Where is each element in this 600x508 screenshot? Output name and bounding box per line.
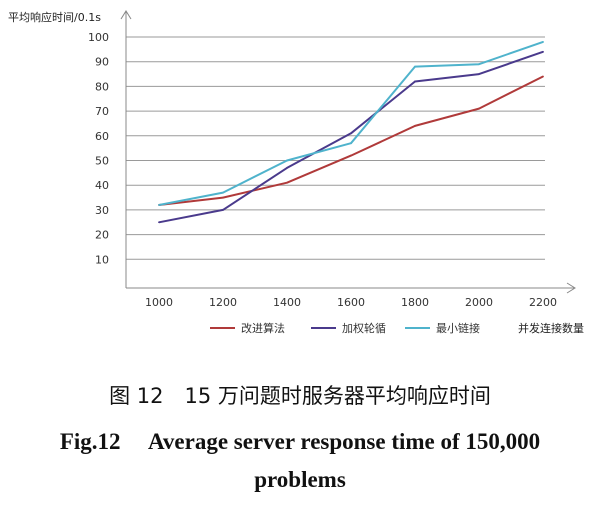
series-1-point	[158, 221, 160, 224]
caption-line-1: Fig.12 Average server response time of 1…	[59, 429, 541, 454]
caption-line-2: problems	[254, 467, 346, 492]
series-0-point	[478, 107, 480, 110]
series-1-line	[158, 50, 544, 224]
series-2-line	[158, 40, 544, 206]
series-1-point	[222, 209, 224, 211]
x-tick-label: 2000	[465, 296, 493, 309]
y-axis-arrow	[120, 10, 132, 20]
y-tick-label: 100	[88, 31, 109, 44]
legend-label: 加权轮循	[342, 321, 386, 335]
x-tick-label: 1200	[209, 296, 237, 309]
series-1-point	[350, 132, 352, 135]
y-tick-labels: 10 20 30 40 50 60 70 80 90 100	[88, 31, 109, 266]
x-tick-label: 2200	[529, 296, 557, 309]
x-tick-label: 1800	[401, 296, 429, 309]
series-2-point	[222, 191, 224, 194]
series-0-point	[542, 75, 544, 78]
series-0-point	[286, 181, 288, 184]
series-0-line	[158, 75, 544, 206]
series-2-point	[286, 159, 288, 162]
y-tick-label: 90	[95, 56, 109, 69]
series-0-point	[222, 196, 224, 199]
x-axis-arrow	[566, 282, 576, 294]
y-tick-label: 80	[95, 80, 109, 93]
series-2-point	[478, 63, 480, 66]
x-axis-title: 并发连接数量	[518, 321, 584, 335]
series-2-point	[350, 142, 352, 145]
series-2-point	[414, 65, 416, 68]
x-tick-label: 1000	[145, 296, 173, 309]
y-tick-label: 50	[95, 155, 109, 168]
legend: 改进算法 加权轮循 最小链接	[210, 321, 480, 335]
legend-label: 最小链接	[436, 321, 480, 335]
legend-label: 改进算法	[241, 321, 285, 335]
figure-caption-chinese: 图 12 15 万问题时服务器平均响应时间	[109, 384, 491, 408]
series-1-point	[478, 73, 480, 75]
y-axis-title: 平均响应时间/0.1s	[8, 10, 101, 24]
y-tick-label: 10	[95, 253, 109, 266]
series-2-point	[158, 204, 160, 206]
x-tick-label: 1400	[273, 296, 301, 309]
y-tick-label: 20	[95, 229, 109, 242]
series-1-point	[542, 50, 544, 53]
y-tick-label: 70	[95, 105, 109, 118]
series-lines	[158, 40, 544, 224]
series-0-point	[350, 154, 352, 157]
y-tick-label: 30	[95, 204, 109, 217]
figure-caption-english: Fig.12 Average server response time of 1…	[0, 423, 600, 499]
x-tick-label: 1600	[337, 296, 365, 309]
x-tick-labels: 1000 1200 1400 1600 1800 2000 2200	[145, 296, 557, 309]
series-0-point	[414, 125, 416, 127]
y-tick-label: 60	[95, 130, 109, 143]
y-tick-label: 40	[95, 179, 109, 192]
series-1-point	[414, 80, 416, 83]
series-2-point	[542, 41, 544, 43]
series-1-point	[286, 167, 288, 169]
gridlines	[126, 36, 545, 260]
line-chart: 平均响应时间/0.1s 10 20 30 40 50 60 70 80 90 100 1000 12…	[8, 10, 584, 335]
